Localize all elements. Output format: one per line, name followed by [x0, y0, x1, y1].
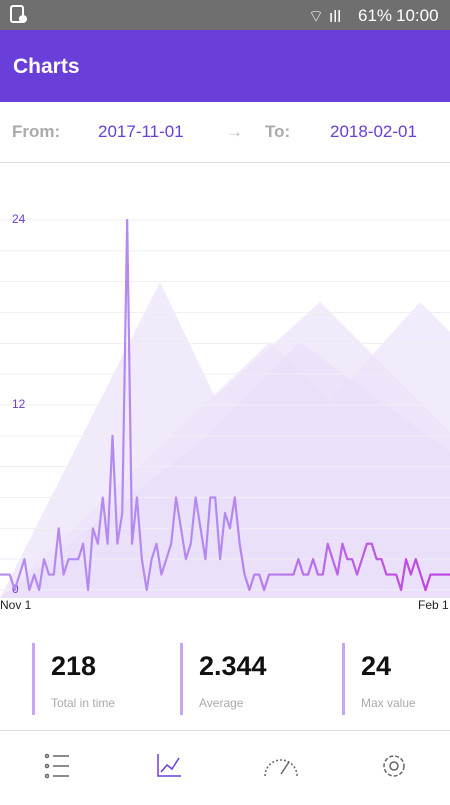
list-icon[interactable]: [44, 753, 70, 779]
to-label: To:: [265, 122, 291, 141]
from-label: From:: [12, 122, 61, 141]
y-tick-label: 24: [12, 212, 26, 226]
chart-icon[interactable]: [157, 754, 181, 777]
stat-label: Max value: [361, 696, 416, 710]
gauge-icon[interactable]: [264, 759, 298, 777]
signal-icons: ⌔ ıll: [308, 7, 341, 26]
y-tick-label: 12: [12, 397, 26, 411]
notification-icon: [10, 5, 27, 23]
stat-label: Average: [199, 696, 244, 710]
stat: 24 Max value: [342, 643, 416, 715]
line: [0, 218, 450, 592]
clock: 10:00: [396, 6, 439, 25]
stat: 2.344 Average: [180, 643, 267, 715]
arrow: →: [226, 122, 243, 141]
x-tick-label: Feb 1: [418, 598, 449, 612]
app-bar: Charts: [0, 30, 450, 102]
stat-value: 24: [361, 651, 392, 681]
to-date[interactable]: 2018-02-01: [330, 122, 417, 141]
stat-value: 2.344: [199, 651, 267, 681]
bottom-nav: [0, 732, 450, 800]
screen-title: Charts: [13, 55, 80, 78]
x-tick-label: Nov 1: [0, 598, 32, 612]
date-range: From: 2017-11-01 → To: 2018-02-01: [0, 102, 450, 163]
nav-icons: [44, 753, 405, 779]
status-bar: ⌔ ıll 61% 10:00: [0, 0, 450, 30]
stats: 218 Total in time 2.344 Average 24 Max value: [0, 635, 450, 731]
from-date[interactable]: 2017-11-01: [98, 122, 184, 141]
settings-icon[interactable]: [383, 755, 405, 777]
battery-level: 61%: [358, 6, 393, 25]
background-shape: [0, 342, 450, 598]
stat-value: 218: [51, 651, 97, 681]
stat: 218 Total in time: [32, 643, 115, 715]
stat-label: Total in time: [51, 696, 116, 710]
